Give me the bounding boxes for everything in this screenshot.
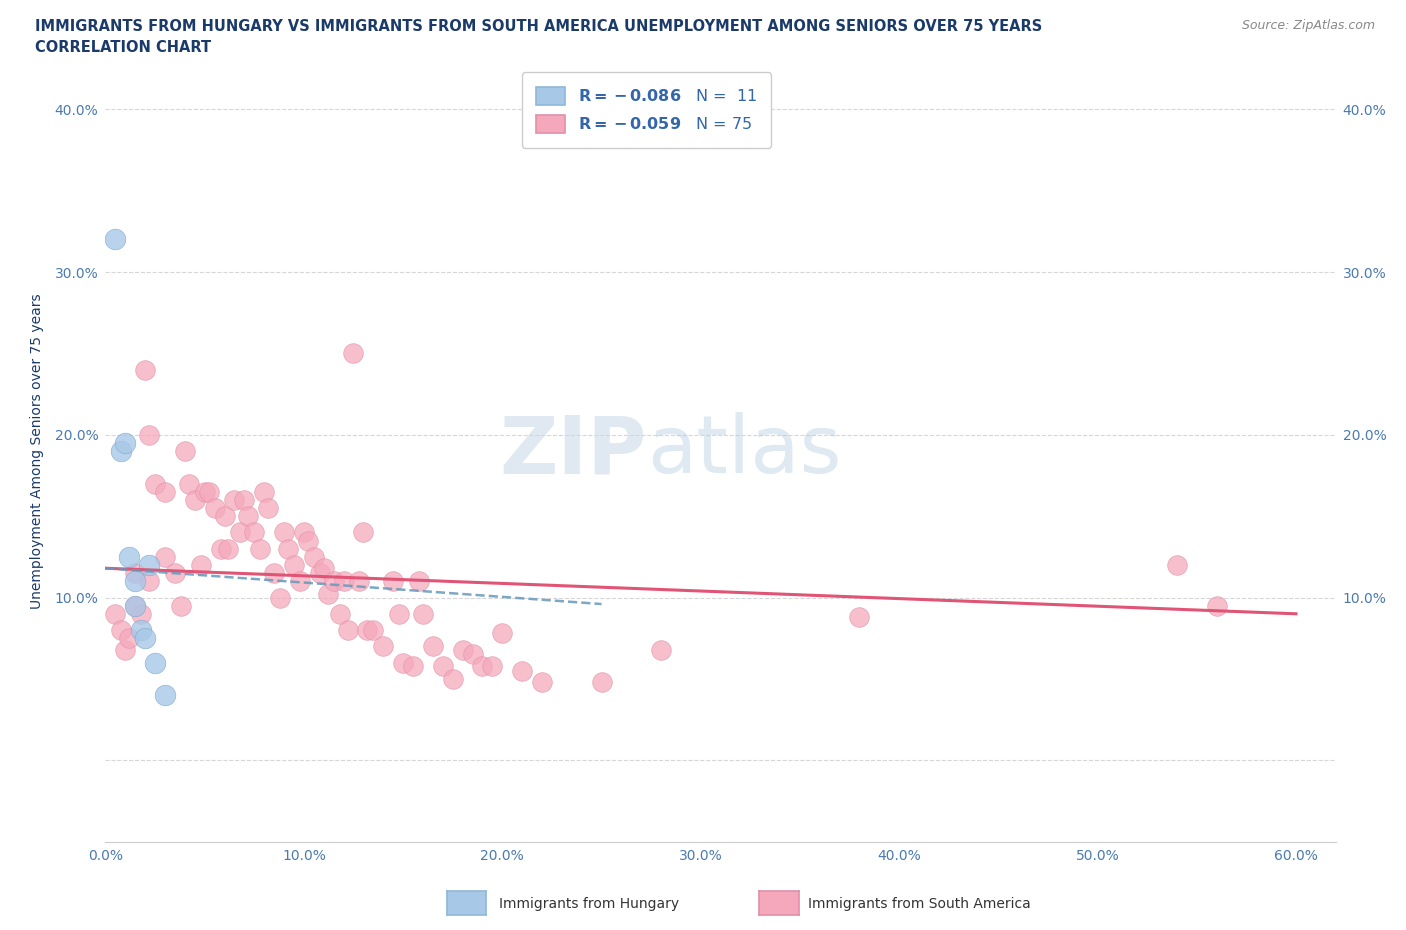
Point [392,656,415,671]
Point [153,485,176,499]
Point [312,561,335,576]
Point [848,610,870,625]
Point [451,642,474,657]
Point [441,671,464,686]
Point [209,541,232,556]
Point [412,606,434,621]
Point [471,658,494,673]
Point [297,533,319,548]
Point [269,591,291,605]
Point [283,558,305,573]
Point [292,525,315,539]
Point [110,444,132,458]
Text: ZIP: ZIP [499,412,647,490]
Text: Immigrants from Hungary: Immigrants from Hungary [499,897,679,911]
Point [422,639,444,654]
Point [1205,598,1227,613]
Point [352,525,374,539]
Point [110,623,132,638]
Point [1166,558,1188,573]
Point [408,574,430,589]
Point [308,565,330,580]
Point [114,435,136,450]
Point [402,658,425,673]
Point [650,642,672,657]
Point [134,631,156,645]
Point [322,574,344,589]
Point [124,565,146,580]
Point [510,663,533,678]
Point [481,658,503,673]
Point [153,688,176,703]
Point [138,558,160,573]
Point [134,363,156,378]
Point [129,623,152,638]
Point [288,574,311,589]
Point [173,444,195,458]
Point [170,598,193,613]
Point [257,500,280,515]
Point [253,485,276,499]
Point [356,623,378,638]
Point [218,541,240,556]
Point [197,485,219,499]
Point [177,476,200,491]
Point [249,541,271,556]
Point [349,574,371,589]
Point [591,675,613,690]
Point [363,623,385,638]
Point [373,639,395,654]
Point [329,606,352,621]
Point [432,658,454,673]
Point [243,525,266,539]
Point [194,485,217,499]
Point [118,550,141,565]
Point [382,574,405,589]
Point [263,565,285,580]
Point [129,606,152,621]
Text: Immigrants from South America: Immigrants from South America [808,897,1031,911]
Point [342,346,364,361]
Point [138,574,160,589]
Point [530,675,553,690]
Text: atlas: atlas [647,412,841,490]
Point [388,606,411,621]
Text: Source: ZipAtlas.com: Source: ZipAtlas.com [1241,19,1375,32]
Point [124,574,146,589]
Point [143,656,166,671]
Point [273,525,295,539]
Point [104,606,127,621]
Point [190,558,212,573]
Point [104,232,127,247]
Point [491,626,513,641]
Point [163,565,186,580]
Point [138,428,160,443]
Point [461,647,484,662]
Point [114,642,136,657]
Point [153,550,176,565]
Point [184,493,207,508]
Text: CORRELATION CHART: CORRELATION CHART [35,40,211,55]
Point [224,493,246,508]
Point [204,500,226,515]
Text: IMMIGRANTS FROM HUNGARY VS IMMIGRANTS FROM SOUTH AMERICA UNEMPLOYMENT AMONG SENI: IMMIGRANTS FROM HUNGARY VS IMMIGRANTS FR… [35,19,1042,33]
Point [124,598,146,613]
Point [214,509,236,524]
Y-axis label: Unemployment Among Seniors over 75 years: Unemployment Among Seniors over 75 years [30,293,44,609]
Point [238,509,260,524]
Point [118,631,141,645]
Point [277,541,299,556]
Point [316,587,339,602]
Point [143,476,166,491]
Point [229,525,252,539]
Point [124,598,146,613]
Point [336,623,359,638]
Point [233,493,256,508]
Point [302,550,325,565]
Legend: $\mathbf{R = -0.086}$   N =  11, $\mathbf{R = -0.059}$   N = 75: $\mathbf{R = -0.086}$ N = 11, $\mathbf{R… [522,73,772,148]
Point [332,574,354,589]
